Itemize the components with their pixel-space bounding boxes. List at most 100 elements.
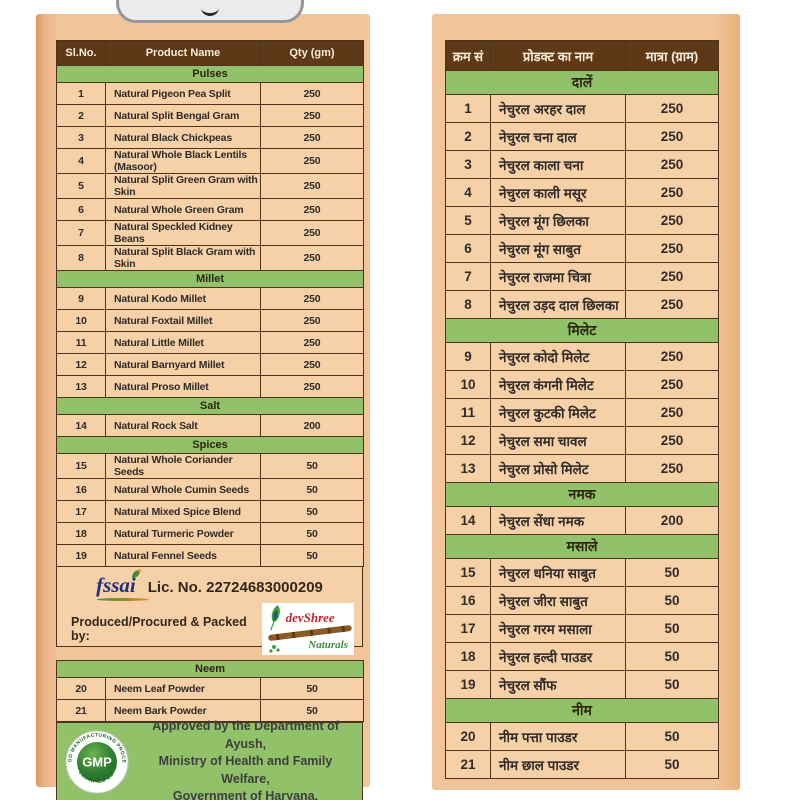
qty-cell: 50 (260, 453, 364, 479)
serial-cell: 8 (445, 290, 491, 319)
packed-by-label: Produced/Procured & Packed by: (71, 615, 247, 643)
serial-cell: 5 (445, 206, 491, 235)
column-header: प्रोडक्ट का नाम (490, 40, 626, 71)
product-row: 10 Natural Foxtail Millet 250 (56, 309, 364, 332)
product-row: 6 Natural Whole Green Gram 250 (56, 198, 364, 221)
section-title: नीम (445, 698, 719, 723)
section-row: मिलेट (445, 318, 719, 343)
serial-cell: 12 (56, 353, 106, 376)
english-panel: Sl.No. Product Name Qty (gm) Pulses 1 Natural… (36, 0, 370, 800)
product-name-cell: Natural Split Bengal Gram (105, 104, 261, 127)
column-header: क्रम सं (445, 40, 491, 71)
product-name-cell: नेचुरल गरम मसाला (490, 614, 626, 643)
section-title: Pulses (56, 65, 364, 83)
product-name-cell: नेचुरल प्रोसो मिलेट (490, 454, 626, 483)
qty-cell: 250 (625, 178, 719, 207)
section-row: Neem (55, 660, 365, 678)
product-name-cell: नेचुरल धनिया साबुत (490, 558, 626, 587)
serial-cell: 1 (56, 82, 106, 105)
serial-cell: 2 (56, 104, 106, 127)
product-name-cell: Natural Split Green Gram with Skin (105, 173, 261, 199)
approval-line-1: Approved by the Department of Ayush, (152, 719, 339, 751)
qty-cell: 50 (625, 750, 719, 779)
qty-cell: 250 (625, 234, 719, 263)
section-row: मसाले (445, 534, 719, 559)
product-row: 14 नेचुरल सेंधा नमक 200 (445, 506, 719, 535)
qty-cell: 250 (260, 220, 364, 246)
product-name-cell: Natural Barnyard Millet (105, 353, 261, 376)
product-name-cell: नेचुरल काला चना (490, 150, 626, 179)
qty-cell: 250 (625, 342, 719, 371)
serial-cell: 4 (445, 178, 491, 207)
serial-cell: 7 (445, 262, 491, 291)
product-name-cell: नेचुरल काली मसूर (490, 178, 626, 207)
product-row: 1 Natural Pigeon Pea Split 250 (56, 82, 364, 105)
flute-feather-icon (267, 605, 352, 653)
product-name-cell: Natural Black Chickpeas (105, 126, 261, 149)
approval-line-2: Ministry of Health and Family Welfare, (158, 754, 333, 786)
packed-by-line: Produced/Procured & Packed by: (65, 603, 354, 655)
product-name-cell: नेचुरल मूंग छिलका (490, 206, 626, 235)
product-name-cell: नेचुरल सेंधा नमक (490, 506, 626, 535)
serial-cell: 15 (56, 453, 106, 479)
qty-cell: 250 (625, 94, 719, 123)
qty-cell: 250 (625, 370, 719, 399)
product-name-cell: Natural Whole Green Gram (105, 198, 261, 221)
brand-subtitle: Naturals (308, 639, 348, 651)
fssai-logo-text: fssai (96, 573, 136, 597)
serial-cell: 13 (56, 375, 106, 398)
product-name-cell: Natural Speckled Kidney Beans (105, 220, 261, 246)
product-row: 19 Natural Fennel Seeds 50 (56, 544, 364, 567)
approval-line-3: Government of Haryana. (172, 789, 319, 800)
product-row: 17 Natural Mixed Spice Blend 50 (56, 500, 364, 523)
product-row: 12 Natural Barnyard Millet 250 (56, 353, 364, 376)
product-row: 8 नेचुरल उड़द दाल छिलका 250 (445, 290, 719, 319)
column-header: मात्रा (ग्राम) (625, 40, 719, 71)
product-name-cell: Natural Foxtail Millet (105, 309, 261, 332)
table-header-row: क्रम सं प्रोडक्ट का नाम मात्रा (ग्राम) (445, 40, 719, 71)
product-row: 16 Natural Whole Cumin Seeds 50 (56, 478, 364, 501)
leaf-icon (131, 569, 141, 578)
serial-cell: 9 (445, 342, 491, 371)
product-name-cell: Natural Turmeric Powder (105, 522, 261, 545)
product-row: 21 नीम छाल पाउडर 50 (445, 750, 719, 779)
serial-cell: 6 (56, 198, 106, 221)
qty-cell: 250 (625, 398, 719, 427)
product-row: 12 नेचुरल समा चावल 250 (445, 426, 719, 455)
serial-cell: 20 (445, 722, 491, 751)
qty-cell: 50 (260, 544, 364, 567)
serial-cell: 13 (445, 454, 491, 483)
hang-tab (116, 0, 304, 23)
serial-cell: 18 (445, 642, 491, 671)
qty-cell: 50 (260, 500, 364, 523)
product-row: 13 Natural Proso Millet 250 (56, 375, 364, 398)
section-row: Millet (56, 270, 364, 288)
product-row: 18 नेचुरल हल्दी पाउडर 50 (445, 642, 719, 671)
product-row: 11 नेचुरल कुटकी मिलेट 250 (445, 398, 719, 427)
serial-cell: 17 (56, 500, 106, 523)
product-name-cell: नेचुरल उड़द दाल छिलका (490, 290, 626, 319)
qty-cell: 250 (260, 287, 364, 310)
section-row: नीम (445, 698, 719, 723)
peacock-feather (269, 605, 280, 631)
section-row: Spices (56, 436, 364, 454)
qty-cell: 50 (260, 522, 364, 545)
qty-cell: 250 (260, 198, 364, 221)
qty-cell: 250 (260, 245, 364, 271)
product-name-cell: नेचुरल समा चावल (490, 426, 626, 455)
product-name-cell: नीम छाल पाउडर (490, 750, 626, 779)
hindi-panel: क्रम सं प्रोडक्ट का नाम मात्रा (ग्राम) दाले… (432, 14, 740, 790)
fssai-block: fssai Lic. No. 22724683000209 Produced/P… (56, 567, 363, 655)
fssai-license-line: fssai Lic. No. 22724683000209 (65, 569, 354, 601)
serial-cell: 21 (56, 699, 106, 722)
serial-cell: 20 (56, 677, 106, 700)
section-row: नमक (445, 482, 719, 507)
devshree-naturals-logo: devShree Naturals (261, 603, 354, 655)
product-name-cell: Neem Bark Powder (105, 699, 261, 722)
serial-cell: 5 (56, 173, 106, 199)
product-row: 5 Natural Split Green Gram with Skin 250 (56, 173, 364, 199)
serial-cell: 12 (445, 426, 491, 455)
column-header: Qty (gm) (260, 40, 364, 66)
qty-cell: 250 (260, 353, 364, 376)
serial-cell: 10 (56, 309, 106, 332)
